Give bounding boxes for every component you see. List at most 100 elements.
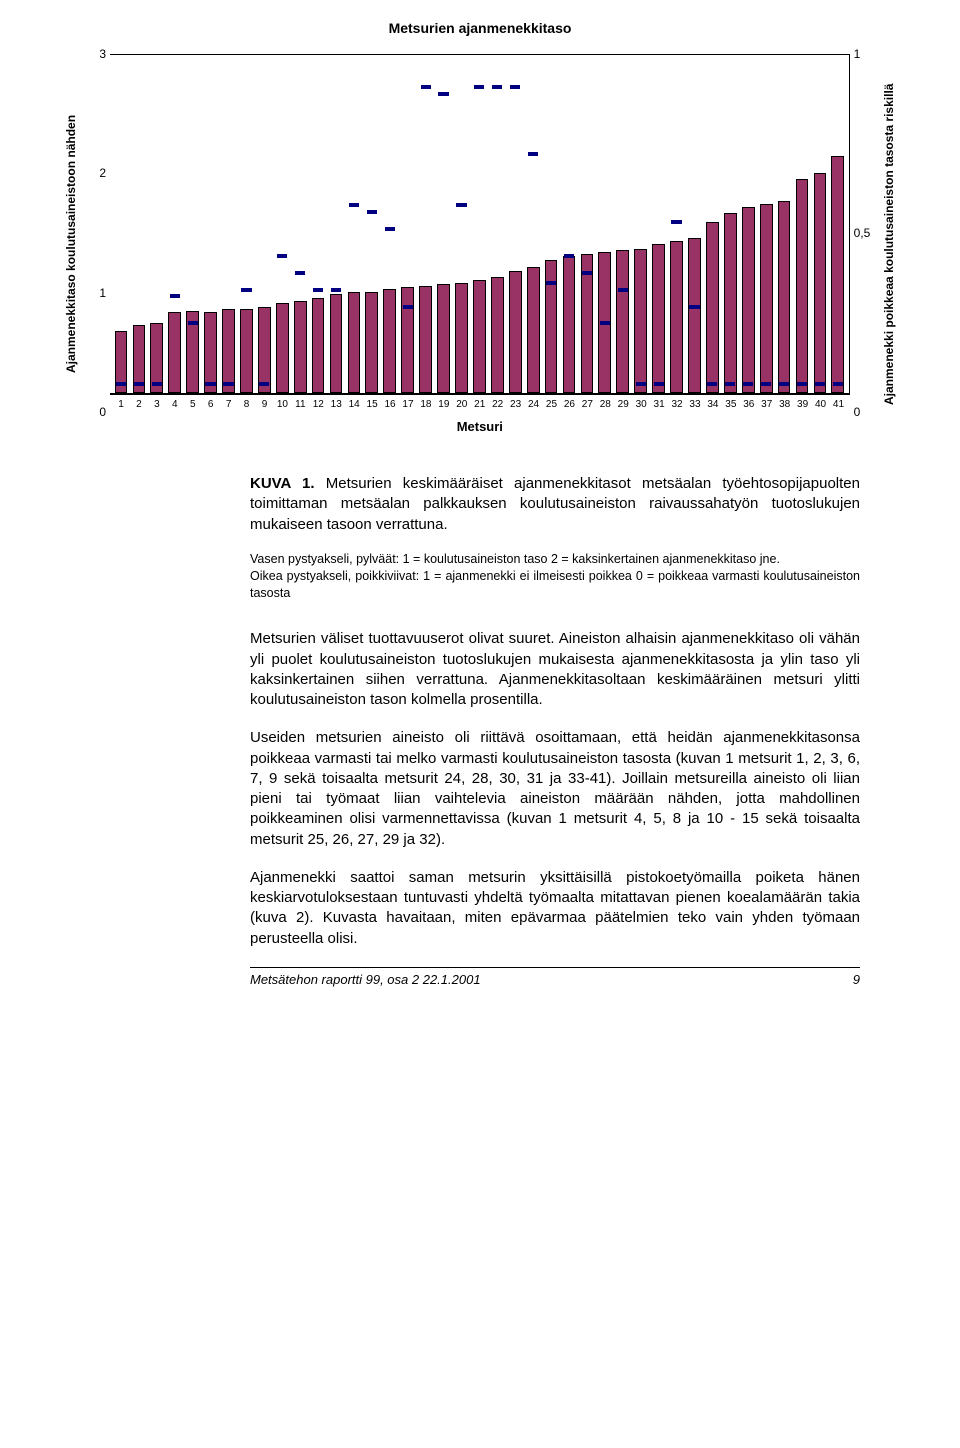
x-tick: 18 bbox=[417, 395, 435, 417]
marker bbox=[385, 227, 395, 231]
marker bbox=[761, 382, 771, 386]
bar-slot bbox=[615, 55, 631, 393]
marker bbox=[349, 203, 359, 207]
marker bbox=[689, 305, 699, 309]
marker bbox=[492, 85, 502, 89]
bar-slot bbox=[687, 55, 703, 393]
x-tick: 38 bbox=[776, 395, 794, 417]
x-tick: 4 bbox=[166, 395, 184, 417]
marker bbox=[188, 321, 198, 325]
bar bbox=[634, 249, 647, 393]
x-tick: 23 bbox=[507, 395, 525, 417]
bar-slot bbox=[310, 55, 326, 393]
marker bbox=[510, 85, 520, 89]
marker bbox=[671, 220, 681, 224]
marker bbox=[707, 382, 717, 386]
marker bbox=[636, 382, 646, 386]
chart-plot-area: 1234567891011121314151617181920212223242… bbox=[110, 54, 850, 417]
x-tick: 39 bbox=[794, 395, 812, 417]
x-tick: 17 bbox=[399, 395, 417, 417]
bar-slot bbox=[543, 55, 559, 393]
marker bbox=[205, 382, 215, 386]
bar-slot bbox=[149, 55, 165, 393]
x-tick: 31 bbox=[650, 395, 668, 417]
bar-slot bbox=[579, 55, 595, 393]
x-tick: 26 bbox=[560, 395, 578, 417]
bar bbox=[509, 271, 522, 393]
y-axis-right-label: Ajanmenekki poikkeaa koulutusaineiston t… bbox=[878, 54, 900, 434]
x-tick: 7 bbox=[220, 395, 238, 417]
bar-slot bbox=[830, 55, 846, 393]
x-tick: 3 bbox=[148, 395, 166, 417]
x-tick: 1 bbox=[112, 395, 130, 417]
bar bbox=[401, 287, 414, 393]
bar bbox=[294, 301, 307, 393]
y-axis-right-ticks: 00,51 bbox=[850, 54, 878, 434]
x-tick: 15 bbox=[363, 395, 381, 417]
marker bbox=[259, 382, 269, 386]
marker bbox=[474, 85, 484, 89]
bar bbox=[240, 309, 253, 394]
y-axis-left-ticks: 0123 bbox=[82, 54, 110, 434]
bar bbox=[419, 286, 432, 393]
figure-note-line2: Oikea pystyakseli, poikkiviivat: 1 = aja… bbox=[250, 568, 860, 602]
marker bbox=[170, 294, 180, 298]
marker bbox=[779, 382, 789, 386]
bar-slot bbox=[328, 55, 344, 393]
x-axis-label: Metsuri bbox=[110, 419, 850, 434]
bar-slot bbox=[364, 55, 380, 393]
bar-slot bbox=[812, 55, 828, 393]
bar-slot bbox=[633, 55, 649, 393]
bar bbox=[491, 277, 504, 393]
marker bbox=[546, 281, 556, 285]
marker bbox=[438, 92, 448, 96]
x-tick: 41 bbox=[830, 395, 848, 417]
x-tick: 9 bbox=[256, 395, 274, 417]
bar bbox=[348, 292, 361, 393]
bar-slot bbox=[292, 55, 308, 393]
y-right-tick: 0 bbox=[854, 405, 861, 419]
x-tick: 33 bbox=[686, 395, 704, 417]
marker bbox=[277, 254, 287, 258]
marker bbox=[815, 382, 825, 386]
marker bbox=[564, 254, 574, 258]
x-tick: 14 bbox=[345, 395, 363, 417]
figure-note: Vasen pystyakseli, pylväät: 1 = koulutus… bbox=[250, 551, 860, 602]
marker bbox=[403, 305, 413, 309]
marker bbox=[241, 288, 251, 292]
bar bbox=[796, 179, 809, 393]
bar-slot bbox=[418, 55, 434, 393]
bar bbox=[383, 289, 396, 393]
bar bbox=[581, 254, 594, 393]
bar-slot bbox=[185, 55, 201, 393]
x-tick: 37 bbox=[758, 395, 776, 417]
marker bbox=[134, 382, 144, 386]
marker bbox=[367, 210, 377, 214]
x-tick: 40 bbox=[812, 395, 830, 417]
x-tick: 10 bbox=[273, 395, 291, 417]
bar-slot bbox=[471, 55, 487, 393]
bar bbox=[527, 267, 540, 393]
bar bbox=[222, 309, 235, 394]
marker bbox=[618, 288, 628, 292]
footer-page-number: 9 bbox=[853, 972, 860, 987]
bar bbox=[437, 284, 450, 393]
bar-slot bbox=[740, 55, 756, 393]
x-tick: 19 bbox=[435, 395, 453, 417]
y-left-tick: 3 bbox=[99, 47, 106, 61]
x-tick: 2 bbox=[130, 395, 148, 417]
x-tick: 32 bbox=[668, 395, 686, 417]
chart-container: Ajanmenekkitaso koulutusaineistoon nähde… bbox=[60, 54, 900, 434]
y-axis-left-label: Ajanmenekkitaso koulutusaineistoon nähde… bbox=[60, 54, 82, 434]
bar bbox=[742, 207, 755, 393]
x-tick: 28 bbox=[596, 395, 614, 417]
bar bbox=[168, 312, 181, 393]
x-tick: 16 bbox=[381, 395, 399, 417]
x-tick: 5 bbox=[184, 395, 202, 417]
y-left-tick: 2 bbox=[99, 166, 106, 180]
bar-slot bbox=[722, 55, 738, 393]
marker bbox=[456, 203, 466, 207]
x-tick: 13 bbox=[327, 395, 345, 417]
marker bbox=[743, 382, 753, 386]
figure-label: KUVA 1. bbox=[250, 475, 315, 492]
